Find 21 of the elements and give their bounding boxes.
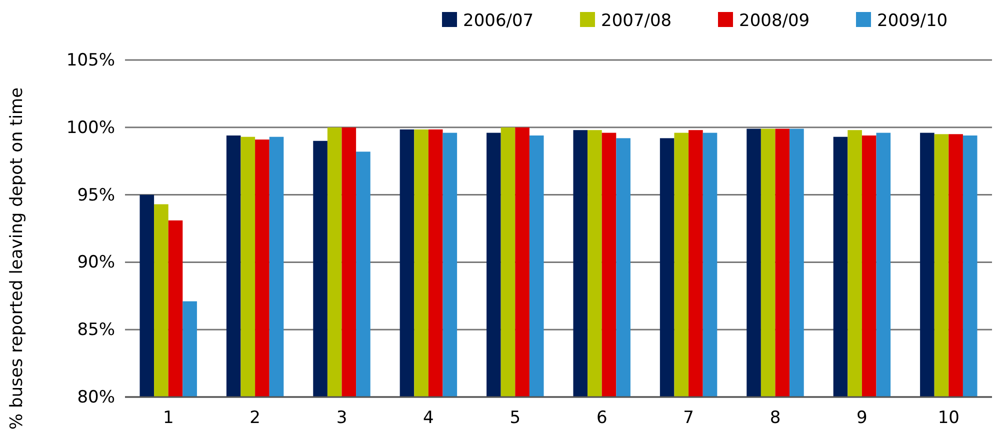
x-tick-label: 6 bbox=[596, 408, 608, 428]
legend-label: 2007/08 bbox=[601, 11, 672, 31]
y-tick-label: 100% bbox=[66, 118, 115, 138]
x-tick-label: 2 bbox=[250, 408, 260, 428]
x-tick-label: 5 bbox=[510, 408, 521, 428]
legend-label: 2008/09 bbox=[739, 11, 810, 31]
y-tick-label: 95% bbox=[77, 185, 115, 206]
y-tick-label: 90% bbox=[77, 252, 115, 273]
x-tick-label: 9 bbox=[856, 408, 868, 428]
y-tick-label: 85% bbox=[77, 320, 115, 340]
legend-label: 2009/10 bbox=[877, 11, 948, 31]
y-tick-label: 80% bbox=[77, 387, 115, 408]
x-tick-label: 4 bbox=[423, 408, 434, 428]
x-tick-label: 3 bbox=[336, 408, 348, 428]
x-tick-label: 1 bbox=[162, 408, 174, 428]
x-tick-label: 7 bbox=[683, 408, 694, 428]
y-axis-title: % buses reported leaving depot on time bbox=[7, 87, 27, 430]
x-tick-label: 8 bbox=[770, 408, 781, 428]
legend-label: 2006/07 bbox=[463, 11, 534, 31]
y-tick-label: 105% bbox=[66, 50, 115, 70]
x-tick-label: 10 bbox=[938, 408, 960, 428]
